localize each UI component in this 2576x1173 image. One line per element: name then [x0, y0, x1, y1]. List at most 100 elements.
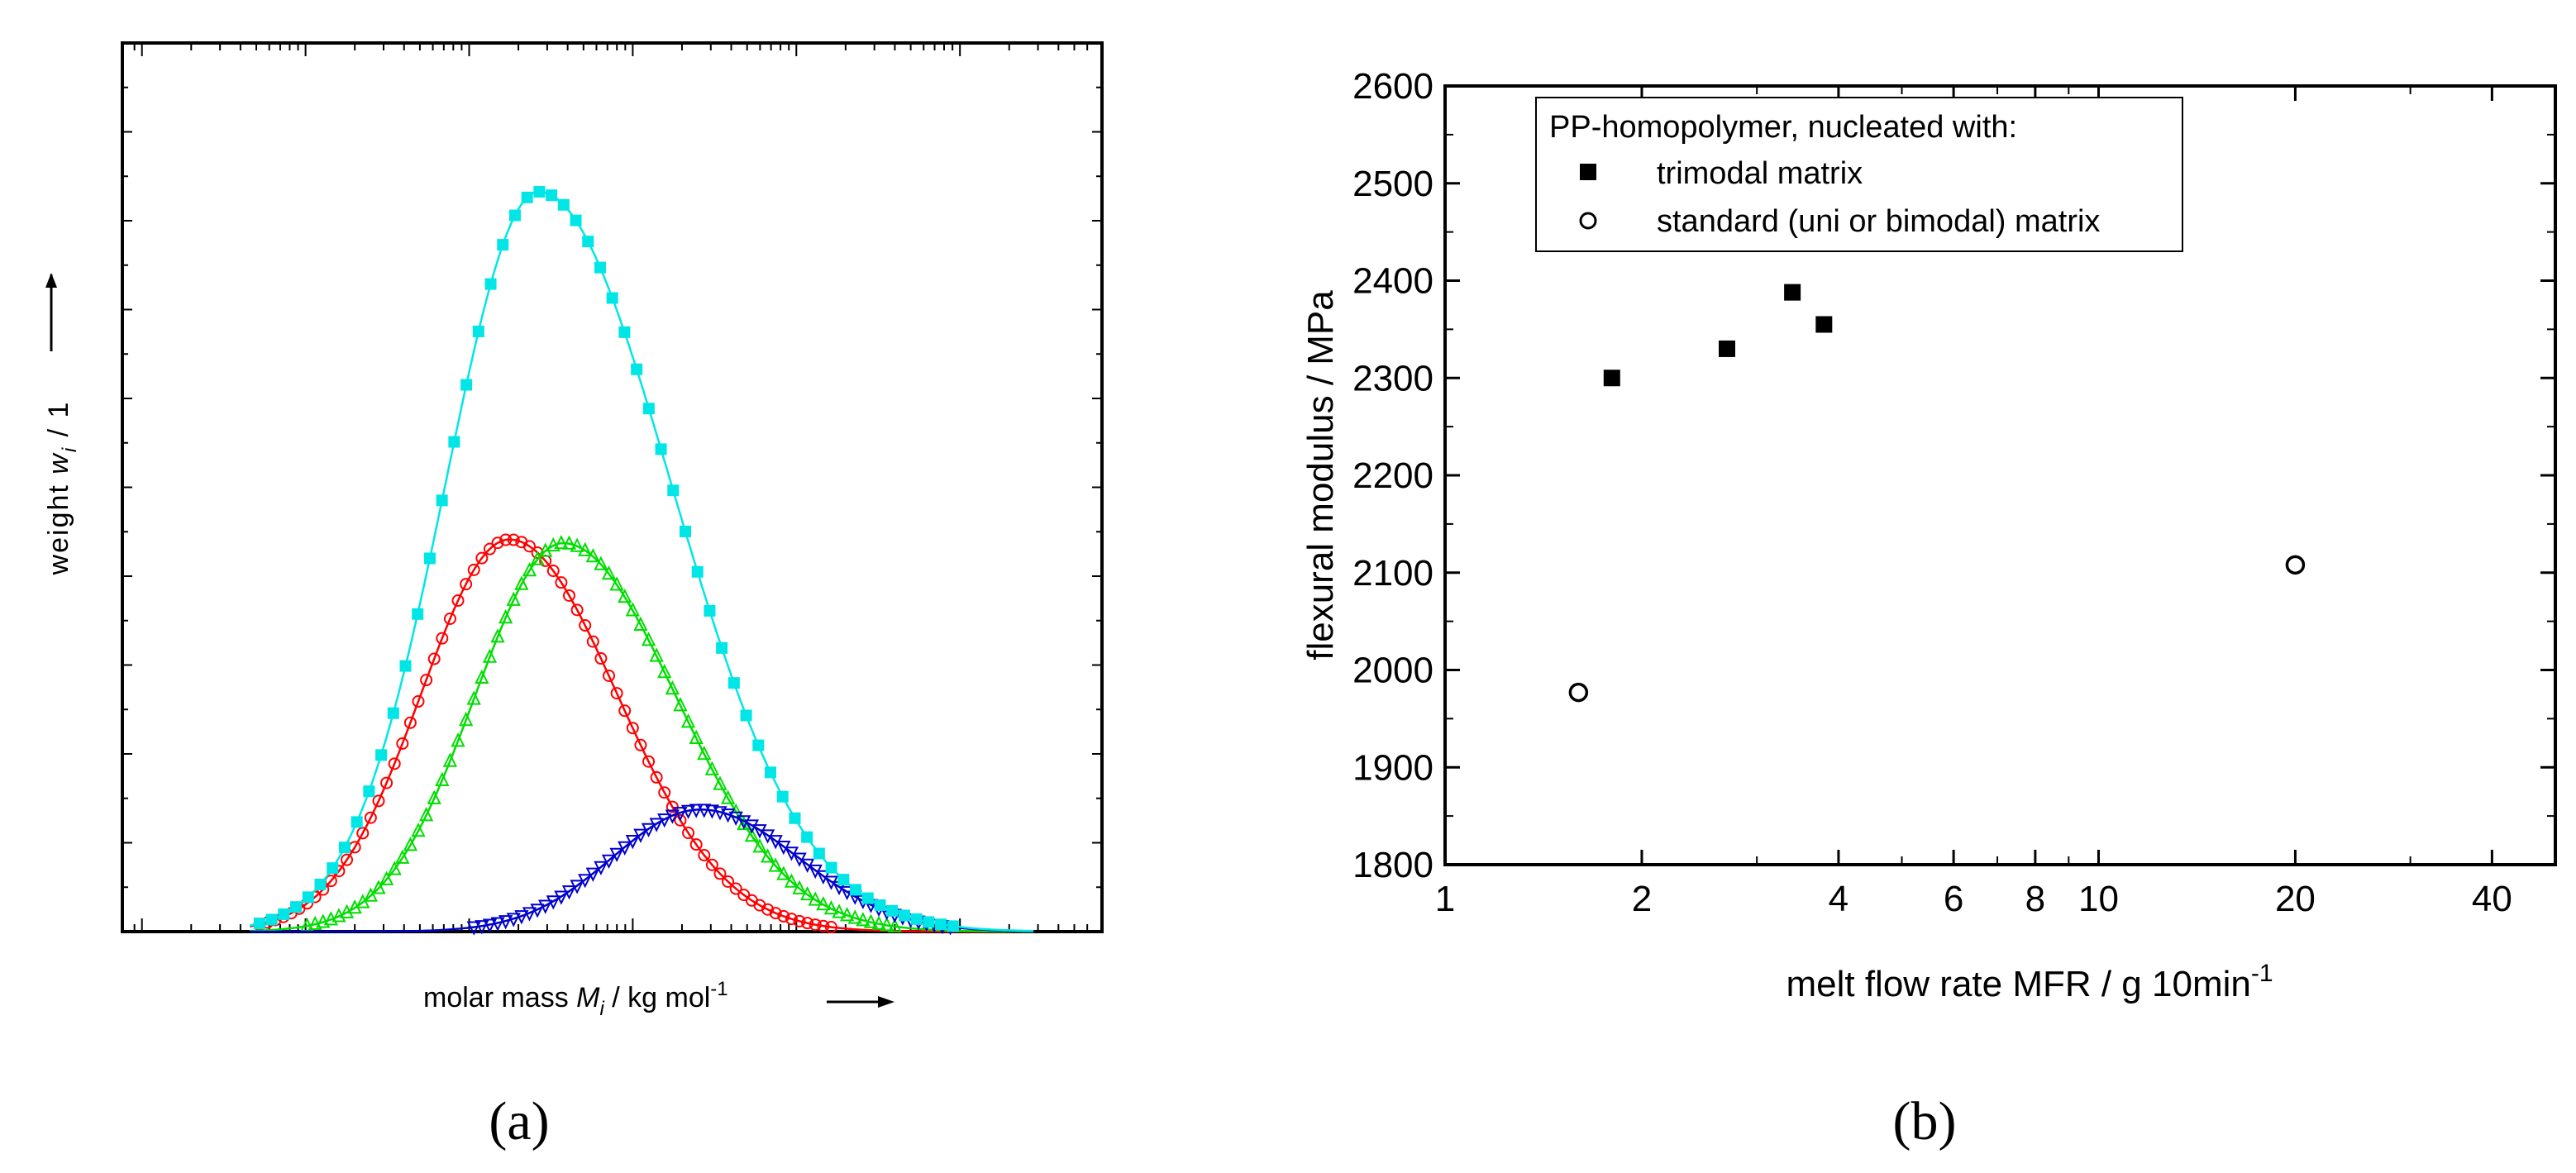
data-point — [585, 548, 600, 563]
data-point — [673, 807, 688, 822]
data-point — [497, 239, 509, 251]
data-point — [533, 186, 546, 198]
panel-a-xlabel-sub: i — [599, 998, 604, 1020]
panel-a-plot-area — [249, 186, 1034, 936]
series-line-red — [249, 538, 1034, 933]
data-point — [789, 812, 801, 824]
data-point — [641, 632, 656, 646]
data-point — [507, 533, 520, 546]
panel-a-xlabel: molar mass Mi / kg mol-1 — [423, 978, 728, 1020]
data-point — [856, 912, 871, 927]
data-point — [351, 816, 363, 828]
legend-title: PP-homopolymer, nucleated with: — [1549, 110, 2017, 145]
data-point — [887, 918, 902, 932]
data-point — [874, 899, 886, 911]
data-point — [658, 786, 671, 799]
data-point — [674, 813, 687, 827]
legend-marker-filled-square — [1580, 164, 1596, 180]
data-point — [314, 878, 327, 890]
panel-a-ylabel-sub: i — [59, 446, 81, 452]
data-point — [506, 591, 521, 606]
y-tick-label: 2400 — [1352, 261, 1433, 302]
data-point — [582, 236, 594, 248]
data-point — [769, 907, 782, 920]
panel-b-legend: PP-homopolymer, nucleated with: trimodal… — [1535, 97, 2183, 252]
panel-a-xlabel-sup: -1 — [710, 978, 727, 1000]
panel-a-ticks — [122, 43, 1102, 932]
data-point — [570, 880, 584, 894]
data-point — [443, 613, 456, 626]
data-point — [506, 913, 521, 927]
data-point — [538, 899, 553, 914]
data-point — [752, 739, 765, 751]
data-point — [824, 921, 837, 934]
data-point — [657, 664, 672, 679]
data-point — [634, 738, 647, 751]
data-point — [817, 919, 830, 932]
data-point — [403, 837, 418, 851]
data-point — [499, 533, 513, 546]
data-point — [727, 677, 740, 689]
data-point — [923, 916, 935, 928]
data-point — [765, 766, 777, 779]
data-point — [618, 326, 631, 338]
data-point — [641, 823, 656, 837]
data-point — [840, 907, 855, 922]
data-point — [704, 804, 719, 819]
data-point — [777, 909, 790, 923]
data-point — [290, 901, 303, 913]
data-point — [785, 913, 798, 926]
data-point — [801, 831, 813, 843]
data-point — [698, 848, 711, 861]
data-point — [1784, 284, 1801, 301]
data-point — [594, 556, 608, 570]
data-point — [655, 443, 667, 455]
data-point — [679, 525, 691, 537]
data-point — [427, 789, 441, 804]
data-point — [633, 828, 648, 843]
data-point — [562, 589, 575, 602]
data-point — [278, 908, 290, 920]
data-point — [935, 918, 947, 931]
data-point — [800, 885, 815, 901]
panel-b-xlabel-sup: -1 — [2251, 960, 2273, 987]
data-point — [649, 818, 664, 832]
y-tick-label: 2300 — [1352, 358, 1433, 398]
data-point — [570, 537, 584, 552]
data-point — [578, 874, 593, 889]
data-point — [642, 755, 656, 768]
data-point — [364, 811, 377, 824]
data-point — [618, 704, 632, 718]
data-point — [832, 904, 847, 918]
panel-b: 1 2 4 6 8 10 20 40 1800 1900 2000 2100 2200 2300 2400 2… — [1300, 66, 2557, 1152]
data-point — [631, 363, 643, 375]
y-tick-label: 2000 — [1352, 651, 1433, 691]
data-point — [483, 542, 496, 556]
panel-a-ylabel-post: / 1 — [43, 401, 74, 446]
legend-box — [1535, 97, 2183, 252]
data-point — [618, 589, 632, 603]
data-point — [768, 857, 783, 872]
data-point — [594, 261, 606, 274]
data-point — [776, 790, 789, 803]
data-point — [448, 436, 460, 448]
data-point — [657, 813, 672, 828]
data-point — [633, 616, 648, 632]
data-point — [265, 913, 278, 926]
data-point — [578, 541, 593, 556]
panel-a-xlabel-post: / kg mol — [604, 982, 710, 1013]
data-point — [475, 551, 489, 565]
data-point — [491, 536, 504, 550]
data-point — [705, 858, 718, 871]
panel-a-frame — [121, 41, 1104, 933]
data-point — [649, 647, 664, 662]
panel-a-caption: (a) — [489, 1091, 549, 1152]
data-point — [792, 880, 807, 894]
legend-item-trimodal: trimodal matrix — [1657, 156, 1863, 191]
data-point — [546, 895, 561, 910]
data-point — [667, 484, 680, 497]
data-point — [522, 907, 537, 922]
data-point — [1603, 370, 1620, 387]
data-point — [522, 562, 537, 577]
